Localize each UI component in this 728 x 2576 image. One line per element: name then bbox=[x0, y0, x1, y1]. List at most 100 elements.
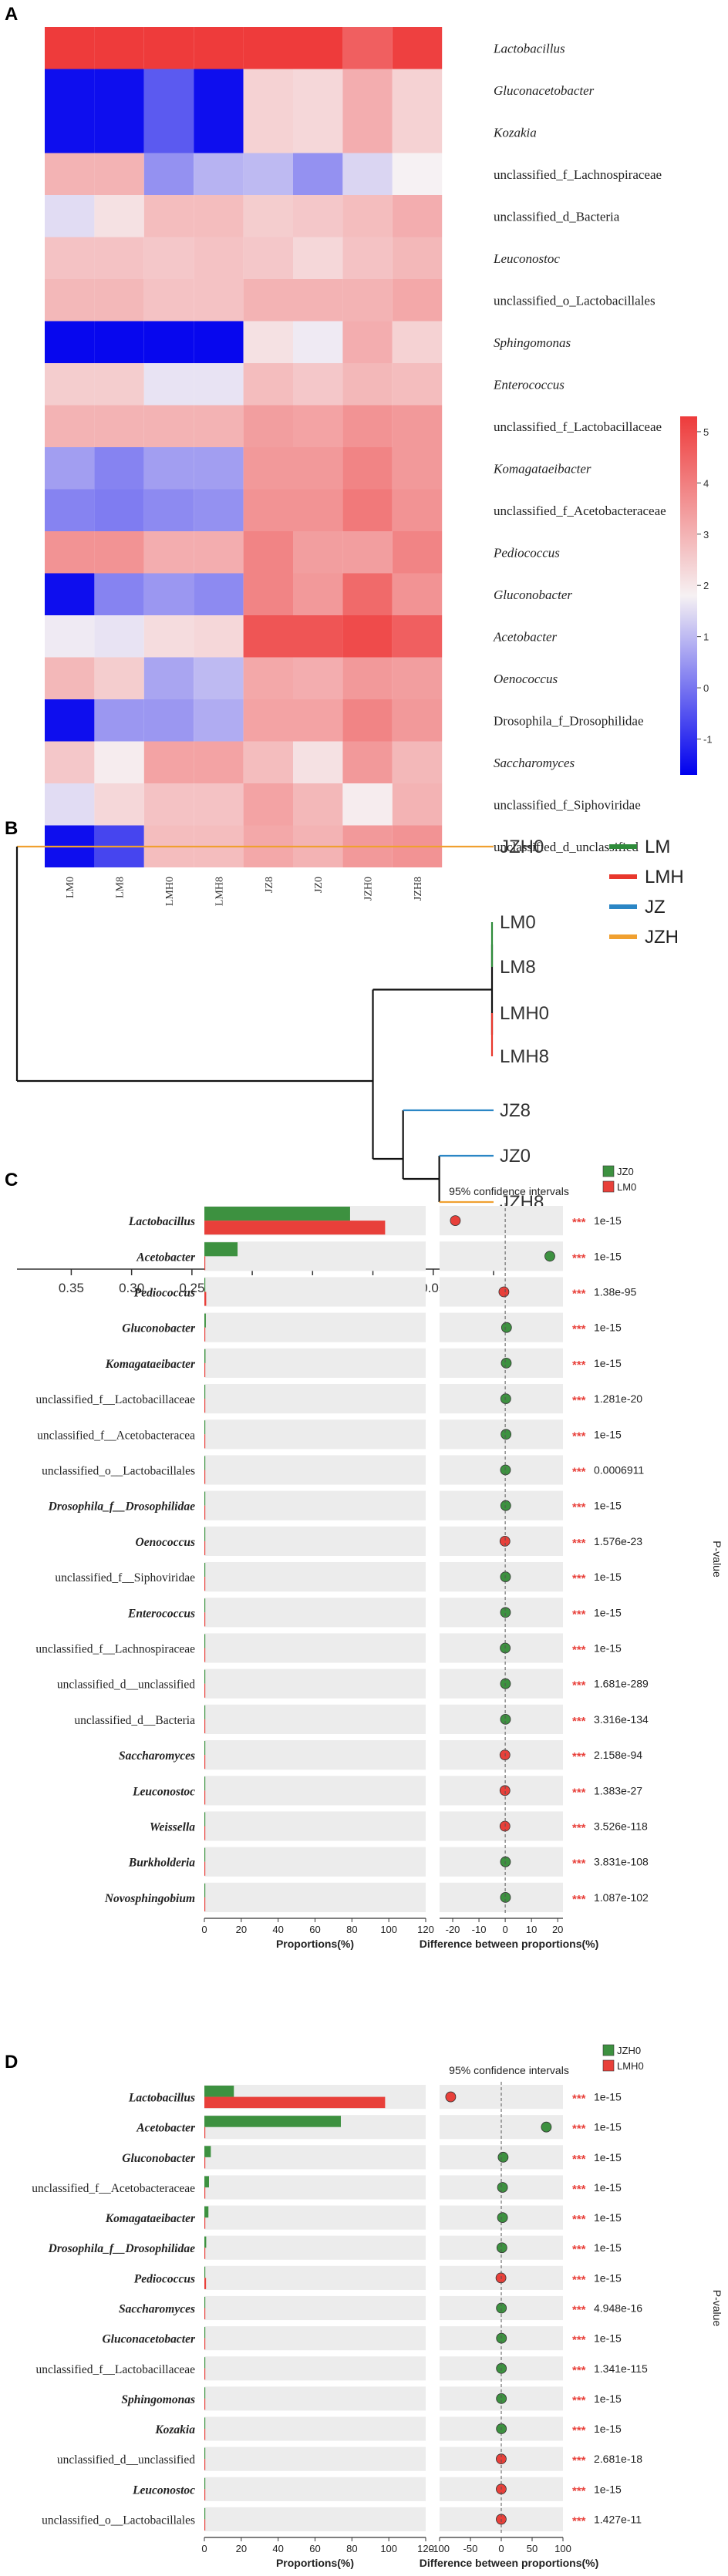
heatmap-cell bbox=[94, 573, 144, 615]
eeb-bar-group-a bbox=[204, 2417, 206, 2430]
heatmap-cell bbox=[342, 741, 393, 783]
heatmap-cell bbox=[94, 405, 144, 447]
eeb-diff-point bbox=[501, 1358, 512, 1369]
eeb-significance: *** bbox=[572, 2243, 586, 2256]
heatmap-cell bbox=[143, 153, 194, 195]
eeb-bar-group-a bbox=[204, 1242, 238, 1257]
eeb-bar-group-a bbox=[204, 2327, 206, 2339]
eeb-bar-group-b bbox=[204, 1683, 206, 1698]
heatmap-cell bbox=[194, 195, 244, 237]
heatmap-cell bbox=[243, 279, 293, 322]
heatmap-cell bbox=[392, 405, 443, 447]
eeb-bar-group-a bbox=[204, 1527, 206, 1541]
eeb-bar-group-b bbox=[204, 1577, 206, 1591]
heatmap-column-label: LMH8 bbox=[214, 877, 225, 906]
heatmap-row-label: Acetobacter bbox=[493, 629, 558, 644]
colorbar-tick-label: 2 bbox=[703, 580, 709, 591]
eeb-row-band-left bbox=[204, 1811, 426, 1841]
heatmap-cell bbox=[45, 27, 95, 69]
eeb-diff-point bbox=[498, 1286, 510, 1298]
heatmap-cell bbox=[293, 69, 343, 111]
eeb-significance: *** bbox=[572, 2273, 586, 2286]
panel-letter-a: A bbox=[5, 4, 18, 25]
heatmap-cell bbox=[392, 741, 443, 783]
heatmap-cell bbox=[392, 489, 443, 531]
eeb-pvalue: 1e-15 bbox=[594, 1642, 622, 1655]
eeb-pvalue: 4.948e-16 bbox=[594, 2302, 642, 2315]
eeb-row-label: unclassified_f__Lactobacillaceae bbox=[35, 2363, 195, 2376]
heatmap-row-label: unclassified_f_Lactobacillaceae bbox=[494, 419, 662, 434]
colorbar-tick-label: 5 bbox=[703, 426, 709, 438]
eeb-pvalue: 1e-15 bbox=[594, 2121, 622, 2133]
eeb-left-tick-label: 120 bbox=[417, 2543, 434, 2554]
heatmap-cell bbox=[143, 363, 194, 406]
eeb-right-tick-label: 50 bbox=[527, 2543, 538, 2554]
eeb-row-band-left bbox=[204, 2235, 426, 2260]
eeb-bar-group-b bbox=[204, 1470, 206, 1484]
heatmap-cell bbox=[243, 321, 293, 363]
panel-c-extended-error-bar: C JZ0 LM0 95% confidence intervals Lactobac… bbox=[5, 1165, 723, 1950]
heatmap-column-label: JZ8 bbox=[264, 877, 275, 893]
eeb-legend-swatch bbox=[602, 1180, 615, 1193]
eeb-bar-group-a bbox=[204, 1634, 206, 1648]
eeb-diff-point bbox=[496, 2453, 507, 2465]
heatmap-cell bbox=[45, 363, 95, 406]
heatmap-cell bbox=[194, 489, 244, 531]
eeb-pvalue: 1e-15 bbox=[594, 2271, 622, 2284]
heatmap-cell bbox=[392, 27, 443, 69]
heatmap-cell bbox=[143, 111, 194, 153]
eeb-pvalue: 0.0006911 bbox=[594, 1464, 644, 1477]
eeb-row-label: Pediococcus bbox=[134, 1287, 195, 1300]
heatmap-cell bbox=[143, 699, 194, 742]
heatmap-cell bbox=[243, 699, 293, 742]
heatmap-cell bbox=[194, 615, 244, 658]
heatmap-cell bbox=[194, 531, 244, 574]
heatmap-cell bbox=[342, 783, 393, 826]
heatmap-row-label: unclassified_o_Lactobacillales bbox=[494, 293, 656, 308]
eeb-pvalue-axis-label: P-value bbox=[711, 1541, 723, 1578]
eeb-bar-group-b bbox=[204, 2096, 386, 2109]
eeb-row-band-left bbox=[204, 2295, 426, 2321]
eeb-row-band-right bbox=[440, 1241, 563, 1271]
heatmap-cell bbox=[293, 279, 343, 322]
heatmap-cell bbox=[143, 195, 194, 237]
eeb-row-band-left bbox=[204, 1704, 426, 1734]
eeb-bar-group-b bbox=[204, 1612, 206, 1627]
eeb-bar-group-a bbox=[204, 2507, 206, 2520]
heatmap-cell bbox=[293, 237, 343, 279]
eeb-pvalue-axis-label: P-value bbox=[711, 2290, 723, 2327]
eeb-row-label: unclassified_d__Bacteria bbox=[74, 1714, 195, 1727]
eeb-bar-group-a bbox=[204, 1456, 206, 1470]
eeb-row-label: Komagataeibacter bbox=[105, 1358, 196, 1371]
eeb-left-tick-label: 120 bbox=[417, 1924, 434, 1935]
eeb-pvalue: 1.281e-20 bbox=[594, 1392, 642, 1405]
eeb-bar-group-b bbox=[204, 1399, 206, 1413]
heatmap-row-label: Gluconacetobacter bbox=[494, 83, 595, 98]
heatmap-row-label: Leuconostoc bbox=[493, 251, 560, 266]
eeb-left-tick-label: 0 bbox=[201, 2543, 207, 2554]
eeb-significance: *** bbox=[572, 2454, 586, 2467]
heatmap-cell bbox=[45, 111, 95, 153]
heatmap-cell bbox=[94, 741, 144, 783]
heatmap-cell bbox=[94, 699, 144, 742]
heatmap-column-label: LMH0 bbox=[164, 877, 176, 906]
heatmap-cell bbox=[243, 657, 293, 699]
eeb-bar-group-b bbox=[204, 1327, 206, 1342]
eeb-row-label: Acetobacter bbox=[136, 2122, 196, 2135]
heatmap-cell bbox=[293, 195, 343, 237]
eeb-left-tick-label: 60 bbox=[309, 1924, 320, 1935]
eeb-bar-group-b bbox=[204, 2126, 206, 2139]
eeb-row-label: Pediococcus bbox=[134, 2272, 195, 2285]
heatmap-cell bbox=[45, 699, 95, 742]
heatmap-row-label: unclassified_f_Lachnospiraceae bbox=[494, 167, 662, 182]
heatmap-cell bbox=[143, 237, 194, 279]
eeb-bar-group-b bbox=[204, 2278, 207, 2289]
eeb-row-label: unclassified_f__Lactobacillaceae bbox=[35, 1393, 195, 1406]
heatmap-cell bbox=[243, 573, 293, 615]
heatmap-row-label: Lactobacillus bbox=[493, 41, 565, 56]
eeb-pvalue: 1e-15 bbox=[594, 2091, 622, 2103]
eeb-bar-group-a bbox=[204, 1563, 206, 1578]
eeb-bar-group-b bbox=[204, 2157, 206, 2169]
heatmap-cell bbox=[293, 615, 343, 658]
eeb-pvalue: 1e-15 bbox=[594, 2181, 622, 2194]
